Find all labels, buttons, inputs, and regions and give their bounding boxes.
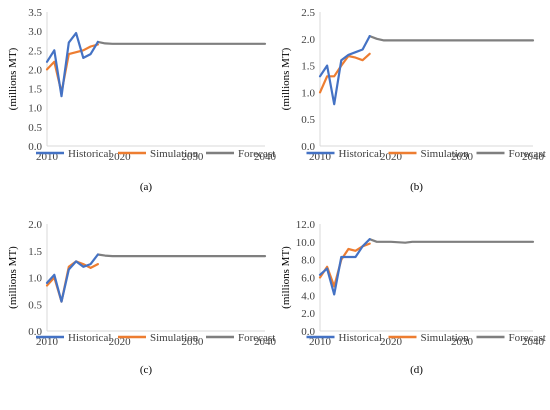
y-tick-label: 1.0	[301, 87, 315, 99]
panel-label: (b)	[410, 181, 423, 193]
legend: Historical Simulation Forecast	[306, 148, 546, 160]
panel-label: (d)	[410, 364, 423, 376]
series-line-historical	[45, 253, 100, 303]
series-line-forecast	[368, 238, 535, 244]
y-tick-label: 0.5	[28, 299, 42, 311]
legend-label-simulation: Simulation	[421, 148, 470, 160]
y-tick-label: 1.5	[301, 61, 315, 73]
legend-label-simulation: Simulation	[150, 332, 199, 344]
y-tick-label: 2.0	[301, 34, 315, 46]
legend: Historical Simulation Forecast	[306, 332, 546, 344]
panel-label: (c)	[140, 364, 153, 376]
y-tick-label: 0.0	[28, 326, 42, 338]
legend-label-forecast: Forecast	[509, 148, 546, 160]
y-tick-label: 1.5	[28, 246, 42, 258]
series-line-simulation	[45, 260, 100, 303]
series-line-historical	[45, 31, 100, 98]
y-tick-label: 12.0	[296, 219, 316, 231]
y-tick-label: 1.5	[28, 84, 42, 96]
x-tick-label: 2040	[522, 336, 545, 348]
y-tick-label: 6.0	[301, 273, 315, 285]
y-tick-label: 0.0	[301, 141, 315, 153]
y-axis-title: (millions MT)	[280, 246, 292, 309]
y-tick-label: 3.5	[28, 7, 42, 19]
y-tick-label: 0.5	[28, 122, 42, 134]
legend-label-forecast: Forecast	[238, 148, 275, 160]
x-tick-label: 2020	[380, 336, 403, 348]
series-line-simulation	[45, 43, 100, 94]
x-tick-label: 2010	[36, 336, 59, 348]
legend: Historical Simulation Forecast	[36, 148, 275, 160]
series-line-simulation	[318, 242, 371, 288]
x-tick-label: 2030	[181, 336, 204, 348]
legend-label-historical: Historical	[339, 148, 382, 160]
y-tick-label: 0.5	[301, 114, 315, 126]
x-tick-label: 2010	[309, 336, 332, 348]
x-tick-label: 2030	[451, 336, 474, 348]
series-line-historical	[318, 34, 371, 106]
legend-label-forecast: Forecast	[509, 332, 546, 344]
y-tick-label: 8.0	[301, 255, 315, 267]
x-tick-label: 2020	[109, 336, 132, 348]
y-tick-label: 0.0	[28, 141, 42, 153]
series-line-forecast	[96, 40, 267, 45]
chart-panel-c: 0.0 0.5 1.0 1.5 2.0 2010 2020 2030 2040 (millions…	[7, 219, 277, 376]
y-tick-label: 3.0	[28, 26, 42, 38]
y-tick-label: 10.0	[296, 237, 316, 249]
legend-label-simulation: Simulation	[421, 332, 470, 344]
y-axis-title: (millions MT)	[280, 47, 292, 110]
x-tick-label: 2040	[522, 151, 545, 163]
y-axis-title: (millions MT)	[7, 47, 19, 110]
y-tick-label: 1.0	[28, 103, 42, 115]
y-tick-label: 2.5	[301, 7, 315, 19]
legend-label-simulation: Simulation	[150, 148, 199, 160]
y-tick-label: 4.0	[301, 290, 315, 302]
legend-label-historical: Historical	[68, 332, 111, 344]
legend: Historical Simulation Forecast	[36, 332, 275, 344]
x-tick-label: 2040	[254, 151, 277, 163]
series-line-forecast	[96, 253, 267, 258]
y-axis-title: (millions MT)	[7, 246, 19, 309]
x-tick-label: 2040	[254, 336, 277, 348]
series-line-forecast	[368, 34, 535, 42]
legend-label-historical: Historical	[68, 148, 111, 160]
y-tick-label: 2.0	[301, 308, 315, 320]
legend-label-historical: Historical	[339, 332, 382, 344]
y-tick-label: 1.0	[28, 273, 42, 285]
y-tick-label: 2.5	[28, 45, 42, 57]
y-tick-label: 2.0	[28, 219, 42, 231]
y-tick-label: 2.0	[28, 64, 42, 76]
panel-label: (a)	[140, 181, 153, 193]
chart-panel-d: 0.0 2.0 4.0 6.0 8.0 10.0 12.0 2010 2020 2030 2040 (…	[280, 219, 546, 376]
x-tick-label: 2030	[451, 151, 474, 163]
x-tick-label: 2030	[181, 151, 204, 163]
y-tick-label: 0.0	[301, 326, 315, 338]
series-line-historical	[318, 238, 371, 296]
legend-label-forecast: Forecast	[238, 332, 275, 344]
